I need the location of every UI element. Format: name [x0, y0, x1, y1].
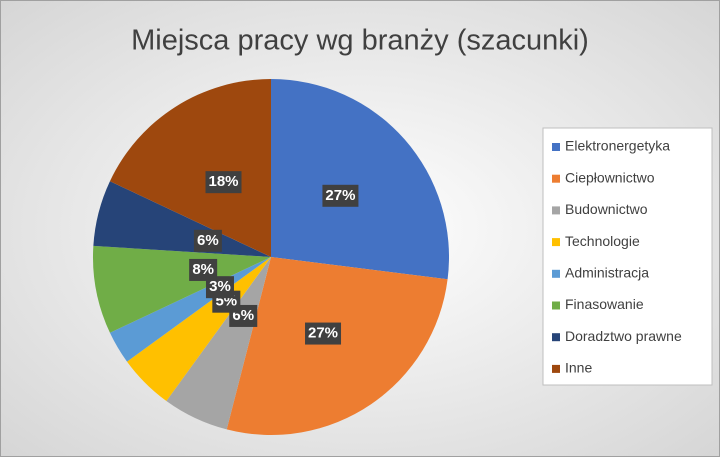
pie-slice	[109, 79, 271, 257]
legend-swatch	[552, 174, 560, 183]
legend-swatch	[552, 238, 560, 247]
data-label-box	[322, 184, 359, 207]
data-label-box	[205, 276, 234, 299]
pie-slice	[93, 181, 271, 257]
data-label: 8%	[192, 261, 214, 278]
data-label: 27%	[308, 325, 338, 342]
data-label-box	[193, 229, 222, 252]
pie	[92, 79, 449, 436]
legend-swatch	[552, 206, 560, 215]
data-label-box	[205, 171, 242, 194]
chart-title: Miejsca pracy wg branży (szacunki)	[131, 25, 589, 57]
legend-label: Finasowanie	[565, 296, 644, 312]
pie-slice	[92, 245, 271, 333]
legend-label: Administracja	[565, 265, 649, 281]
pie-slice	[271, 79, 449, 280]
data-label-box	[189, 258, 218, 281]
data-label: 27%	[325, 187, 355, 204]
data-label: 3%	[209, 278, 231, 295]
legend-label: Elektronergetyka	[565, 138, 670, 154]
legend-swatch	[552, 269, 560, 278]
legend-swatch	[552, 333, 560, 342]
legend-box	[542, 127, 713, 386]
legend-label: Technologie	[565, 233, 640, 249]
legend-label: Budownictwo	[565, 201, 648, 217]
data-label: 6%	[197, 232, 219, 249]
pie-slice	[166, 257, 271, 430]
data-label: 18%	[208, 173, 238, 190]
legend-swatch	[552, 301, 560, 310]
legend-label: Inne	[565, 360, 592, 376]
legend-label: Ciepłownictwo	[565, 169, 655, 185]
legend-swatch	[552, 143, 560, 151]
data-label-box	[305, 322, 342, 345]
pie-slice	[226, 257, 448, 436]
legend-label: Doradztwo prawne	[565, 328, 682, 344]
legend-swatch	[552, 364, 560, 373]
